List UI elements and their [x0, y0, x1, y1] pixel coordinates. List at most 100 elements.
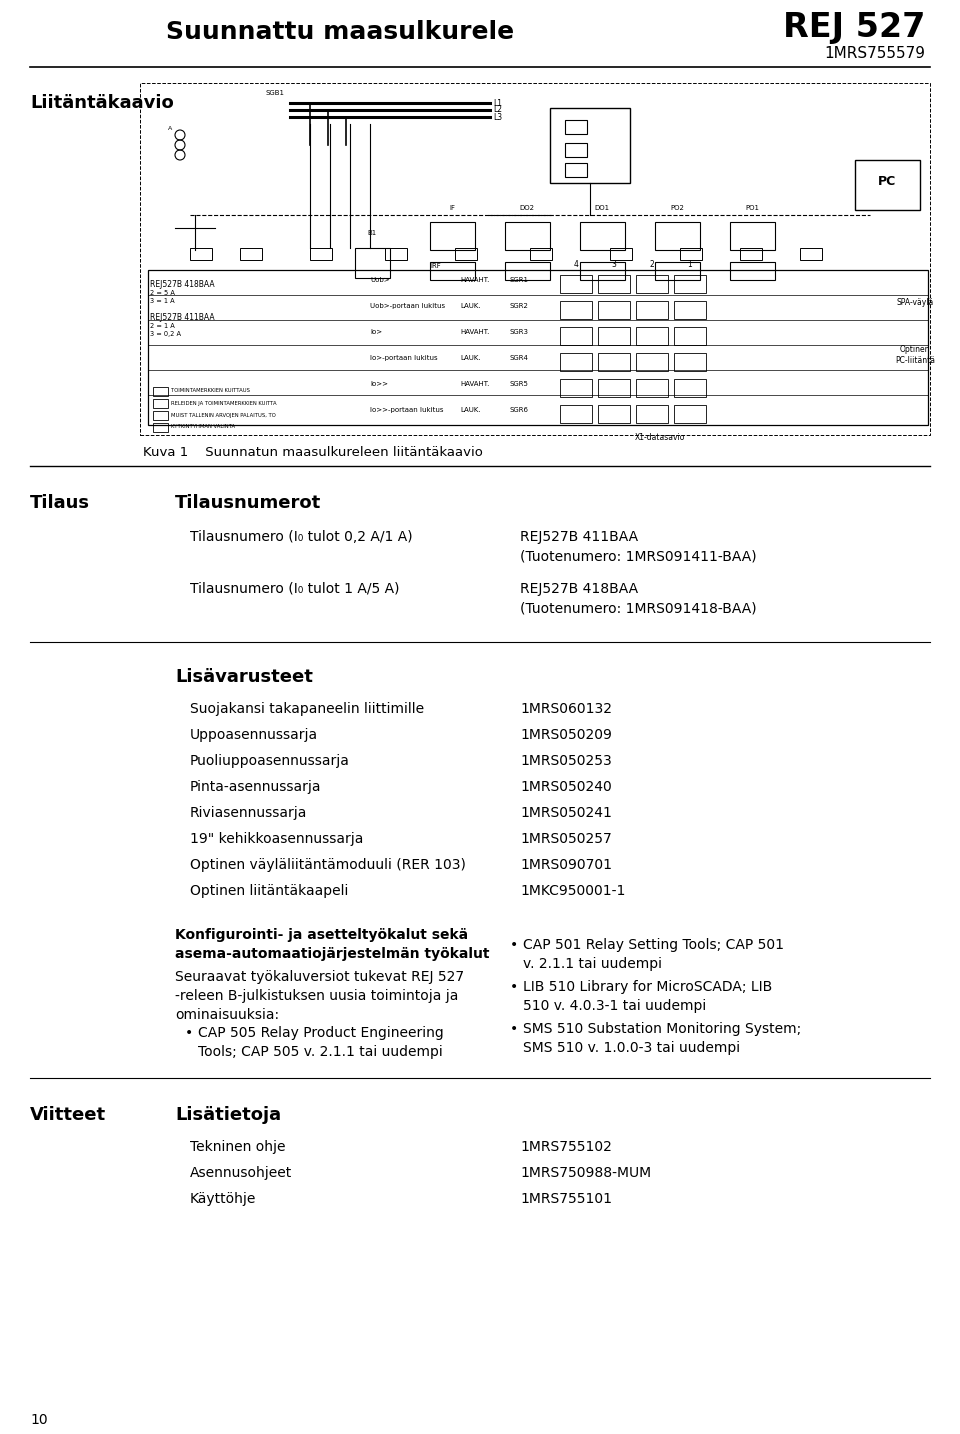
Text: 2 = 5 A: 2 = 5 A	[150, 290, 175, 295]
Bar	[598, 327, 630, 346]
Text: 1: 1	[687, 260, 692, 270]
Text: 1MRS755579: 1MRS755579	[824, 46, 925, 62]
Text: Käyttöhje: Käyttöhje	[190, 1192, 256, 1206]
Bar	[598, 379, 630, 397]
Bar	[598, 404, 630, 423]
Bar	[674, 404, 706, 423]
Text: Liitäntäkaavio: Liitäntäkaavio	[30, 95, 174, 112]
Text: SGB1: SGB1	[265, 90, 284, 96]
Bar	[455, 248, 477, 260]
Text: 1MRS050240: 1MRS050240	[520, 780, 612, 794]
Text: •: •	[510, 938, 518, 952]
Text: IRF: IRF	[430, 262, 441, 270]
Text: SGR2: SGR2	[510, 303, 529, 308]
Bar	[610, 248, 632, 260]
Text: 1MRS050257: 1MRS050257	[520, 832, 612, 846]
Text: SGR6: SGR6	[510, 407, 529, 413]
Text: Io>>: Io>>	[370, 381, 388, 387]
Text: HAVAHT.: HAVAHT.	[460, 328, 490, 336]
Text: X1-datasavio: X1-datasavio	[635, 433, 685, 442]
Bar	[430, 222, 475, 250]
Text: Pinta-asennussarja: Pinta-asennussarja	[190, 780, 322, 794]
Text: 4: 4	[573, 260, 579, 270]
Text: PO2: PO2	[670, 205, 684, 211]
Bar	[560, 353, 592, 371]
Text: Uppoasennussarja: Uppoasennussarja	[190, 728, 318, 741]
Bar	[153, 412, 168, 420]
Bar	[674, 301, 706, 318]
Text: Seuraavat työkaluversiot tukevat REJ 527
-releen B-julkistuksen uusia toimintoja: Seuraavat työkaluversiot tukevat REJ 527…	[175, 969, 464, 1022]
Bar	[153, 423, 168, 432]
Bar	[153, 399, 168, 409]
Text: DO1: DO1	[594, 205, 610, 211]
Text: Tilausnumerot: Tilausnumerot	[175, 493, 322, 512]
Bar	[560, 379, 592, 397]
Text: Suunnattu maasulkurele: Suunnattu maasulkurele	[166, 20, 514, 44]
Text: LAUK.: LAUK.	[460, 303, 481, 308]
Text: (Tuotenumero: 1MRS091418-BAA): (Tuotenumero: 1MRS091418-BAA)	[520, 602, 756, 617]
Bar	[505, 262, 550, 280]
Text: Konfigurointi- ja asetteltyökalut sekä
asema-automaatiojärjestelmän työkalut: Konfigurointi- ja asetteltyökalut sekä a…	[175, 928, 490, 961]
Text: 3: 3	[612, 260, 616, 270]
Text: SGR5: SGR5	[510, 381, 529, 387]
Bar	[580, 262, 625, 280]
Text: 2 = 1 A: 2 = 1 A	[150, 323, 175, 328]
Bar	[674, 379, 706, 397]
Bar	[674, 327, 706, 346]
Text: LAUK.: LAUK.	[460, 407, 481, 413]
Text: Asennusohjeet: Asennusohjeet	[190, 1166, 292, 1180]
Bar	[598, 301, 630, 318]
Text: B1: B1	[368, 229, 376, 237]
Text: 2: 2	[650, 260, 655, 270]
Bar	[598, 275, 630, 293]
Text: Uob>: Uob>	[370, 277, 390, 282]
Bar	[505, 222, 550, 250]
Text: Tilausnumero (I₀ tulot 0,2 A/1 A): Tilausnumero (I₀ tulot 0,2 A/1 A)	[190, 531, 413, 543]
Text: DO2: DO2	[519, 205, 535, 211]
Text: (Tuotenumero: 1MRS091411-BAA): (Tuotenumero: 1MRS091411-BAA)	[520, 551, 756, 564]
Text: Viitteet: Viitteet	[30, 1106, 107, 1124]
Bar	[153, 387, 168, 396]
Text: •: •	[185, 1025, 193, 1040]
Bar	[355, 248, 390, 278]
Text: 3 = 1 A: 3 = 1 A	[150, 298, 175, 304]
Bar	[636, 404, 668, 423]
Bar	[565, 120, 587, 133]
Bar	[240, 248, 262, 260]
Text: CAP 501 Relay Setting Tools; CAP 501
v. 2.1.1 tai uudempi: CAP 501 Relay Setting Tools; CAP 501 v. …	[523, 938, 784, 971]
Text: Uob>-portaan lukitus: Uob>-portaan lukitus	[370, 303, 445, 308]
Text: PC: PC	[877, 175, 896, 188]
Bar	[730, 262, 775, 280]
Text: Riviasennussarja: Riviasennussarja	[190, 806, 307, 820]
Text: Tilausnumero (I₀ tulot 1 A/5 A): Tilausnumero (I₀ tulot 1 A/5 A)	[190, 582, 399, 597]
Bar	[560, 327, 592, 346]
Text: 1MRS050241: 1MRS050241	[520, 806, 612, 820]
Text: Optinen
PC-liitäntä: Optinen PC-liitäntä	[895, 346, 935, 366]
Text: HAVAHT.: HAVAHT.	[460, 277, 490, 282]
Text: •: •	[510, 1022, 518, 1035]
Bar	[550, 108, 630, 184]
Bar	[636, 301, 668, 318]
Text: 1MKC950001-1: 1MKC950001-1	[520, 883, 625, 898]
Text: Io>-portaan lukitus: Io>-portaan lukitus	[370, 356, 438, 361]
Bar	[655, 222, 700, 250]
Bar	[855, 161, 920, 209]
Text: KYTKINTYHMAN VALINTA: KYTKINTYHMAN VALINTA	[171, 424, 235, 430]
Text: Suojakansi takapaneelin liittimille: Suojakansi takapaneelin liittimille	[190, 703, 424, 716]
Bar	[560, 301, 592, 318]
Text: 1MRS060132: 1MRS060132	[520, 703, 612, 716]
Bar	[636, 353, 668, 371]
Text: TOIMINTAMERKKIEN KUITTAUS: TOIMINTAMERKKIEN KUITTAUS	[171, 389, 250, 393]
Text: SPA-väylä: SPA-väylä	[897, 298, 934, 307]
Text: 19" kehikkoasennussarja: 19" kehikkoasennussarja	[190, 832, 364, 846]
Text: LIB 510 Library for MicroSCADA; LIB
510 v. 4.0.3-1 tai uudempi: LIB 510 Library for MicroSCADA; LIB 510 …	[523, 979, 772, 1012]
Text: REJ527B 418BAA: REJ527B 418BAA	[520, 582, 638, 597]
Text: Lisätietoja: Lisätietoja	[175, 1106, 281, 1124]
Bar	[655, 262, 700, 280]
Text: SGR3: SGR3	[510, 328, 529, 336]
Bar	[565, 143, 587, 156]
Text: SMS 510 Substation Monitoring System;
SMS 510 v. 1.0.0-3 tai uudempi: SMS 510 Substation Monitoring System; SM…	[523, 1022, 802, 1055]
Text: REJ527B 411BAA: REJ527B 411BAA	[520, 531, 638, 543]
Text: Kuva 1    Suunnatun maasulkureleen liitäntäkaavio: Kuva 1 Suunnatun maasulkureleen liitäntä…	[143, 446, 483, 459]
Bar	[730, 222, 775, 250]
